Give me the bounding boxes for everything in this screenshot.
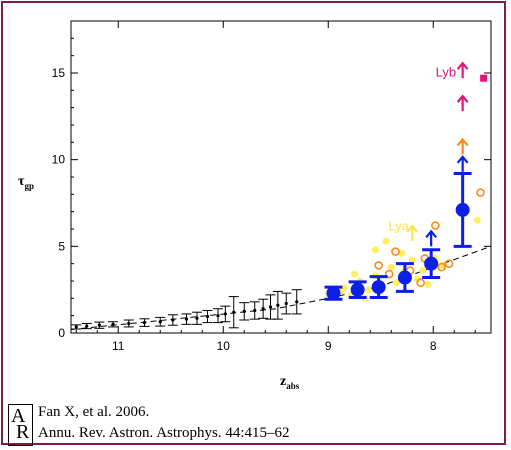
citation-line-2: Annu. Rev. Astron. Astrophys. 44:415–62 [38, 425, 290, 441]
data-point [431, 221, 440, 230]
x-tick-label: 10 [217, 339, 231, 353]
y-tick-label: 0 [58, 326, 65, 340]
y-tick-label: 5 [58, 239, 65, 253]
data-point [350, 282, 365, 297]
data-point [382, 237, 390, 245]
data-point [74, 325, 78, 329]
data-point [372, 246, 379, 254]
data-point [473, 216, 481, 224]
y-axis-label: τgp [18, 174, 34, 191]
chart-area: 0 5 10 15 11 10 9 8 Lyb Lya [52, 20, 492, 353]
data-point [223, 312, 227, 316]
data-point [397, 270, 412, 285]
limit-arrow-head [406, 224, 419, 233]
data-point [384, 269, 394, 279]
data-point [414, 275, 421, 283]
limit-arrow-head [456, 94, 469, 103]
data-point [455, 202, 470, 217]
citation-line-1: Fan X, et al. 2006. [38, 404, 150, 420]
data-point [371, 280, 386, 295]
data-point [184, 317, 189, 321]
data-point [111, 322, 115, 326]
data-point [437, 262, 446, 272]
limit-arrow-head [425, 229, 437, 239]
x-tick-label: 8 [430, 339, 437, 353]
data-point [232, 310, 236, 314]
data-point [85, 324, 89, 328]
limit-arrow-head [456, 137, 469, 147]
annual-reviews-logo: A R [8, 404, 33, 446]
figure-frame: 0 5 10 15 11 10 9 8 Lyb Lya τgp zabs A R Fan X, e… [1, 1, 506, 446]
data-point [253, 308, 257, 313]
annotation-label: Lyb [436, 64, 456, 79]
data-point [326, 286, 341, 301]
data-point [374, 261, 383, 270]
data-point [195, 316, 199, 320]
data-point [97, 323, 101, 327]
data-point [364, 286, 372, 294]
data-point [424, 256, 439, 271]
lyb-marker [480, 74, 488, 82]
data-point [444, 259, 454, 268]
data-point [127, 321, 131, 326]
data-point [216, 314, 220, 318]
data-point [419, 267, 427, 275]
limit-arrow-head [456, 61, 469, 70]
data-point [476, 188, 485, 197]
data-point [416, 278, 425, 288]
data-point [276, 303, 280, 307]
data-point [393, 279, 400, 287]
data-point [351, 270, 358, 278]
data-point [261, 307, 265, 311]
annotation-label: Lya [388, 219, 409, 234]
data-point [295, 300, 299, 304]
fit-line [70, 245, 492, 331]
data-point [171, 318, 175, 322]
data-point [268, 305, 273, 309]
data-point [242, 309, 246, 313]
y-tick-label: 15 [52, 66, 66, 80]
data-point [158, 320, 162, 324]
data-point [205, 314, 210, 319]
data-point [424, 280, 432, 288]
y-tick-label: 10 [52, 153, 66, 167]
data-point [398, 249, 406, 257]
data-point [391, 247, 400, 256]
x-axis-label: zabs [280, 374, 300, 391]
limit-arrow-head [456, 155, 469, 164]
x-tick-label: 9 [325, 339, 332, 353]
data-point [142, 321, 147, 325]
data-point [284, 301, 288, 306]
data-point [408, 256, 416, 264]
x-tick-label: 11 [112, 339, 125, 353]
data-point [387, 263, 395, 271]
